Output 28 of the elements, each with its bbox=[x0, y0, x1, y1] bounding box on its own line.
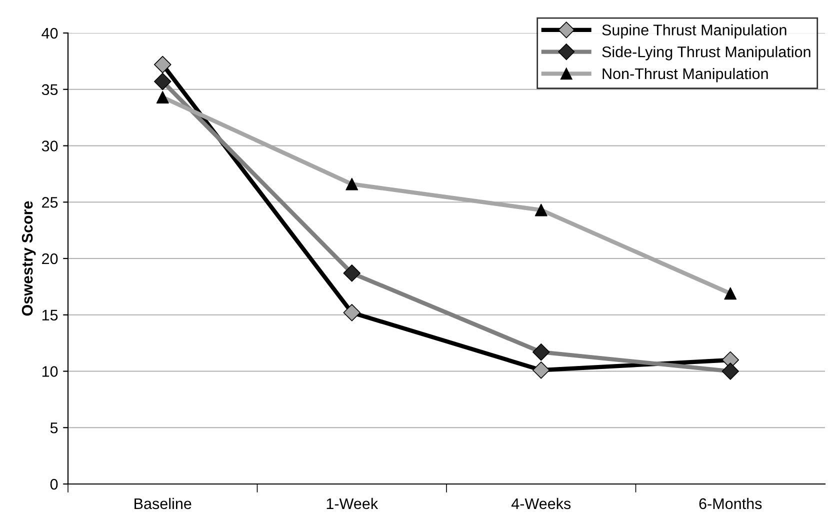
point bbox=[724, 287, 737, 300]
point bbox=[722, 362, 740, 380]
y-tick-label: 5 bbox=[50, 422, 58, 434]
y-tick-label: 30 bbox=[42, 140, 58, 152]
point bbox=[156, 91, 169, 104]
legend-label: Supine Thrust Manipulation bbox=[602, 24, 786, 38]
point bbox=[346, 178, 358, 190]
point bbox=[343, 304, 361, 322]
x-tick-label: 6-Months bbox=[699, 498, 762, 510]
x-tick-label: 1-Week bbox=[326, 498, 378, 510]
y-tick-label: 35 bbox=[42, 84, 58, 96]
y-axis-title: Oswestry Score bbox=[22, 201, 36, 316]
y-tick-label: 15 bbox=[42, 310, 58, 321]
y-tick-label: 20 bbox=[42, 253, 58, 264]
x-tick-label: Baseline bbox=[134, 498, 192, 510]
y-tick-label: 0 bbox=[50, 478, 58, 490]
point bbox=[154, 72, 172, 90]
legend-label: Side-Lying Thrust Manipulation bbox=[602, 46, 810, 60]
point bbox=[343, 264, 361, 282]
point bbox=[532, 343, 550, 361]
y-tick-label: 10 bbox=[42, 366, 58, 377]
y-tick-label: 25 bbox=[42, 196, 58, 208]
y-tick-label: 40 bbox=[42, 28, 58, 39]
point bbox=[534, 204, 548, 216]
point bbox=[532, 361, 550, 379]
legend-label: Non-Thrust Manipulation bbox=[602, 68, 768, 82]
point bbox=[154, 56, 172, 74]
x-tick-label: 4-Weeks bbox=[511, 498, 571, 510]
